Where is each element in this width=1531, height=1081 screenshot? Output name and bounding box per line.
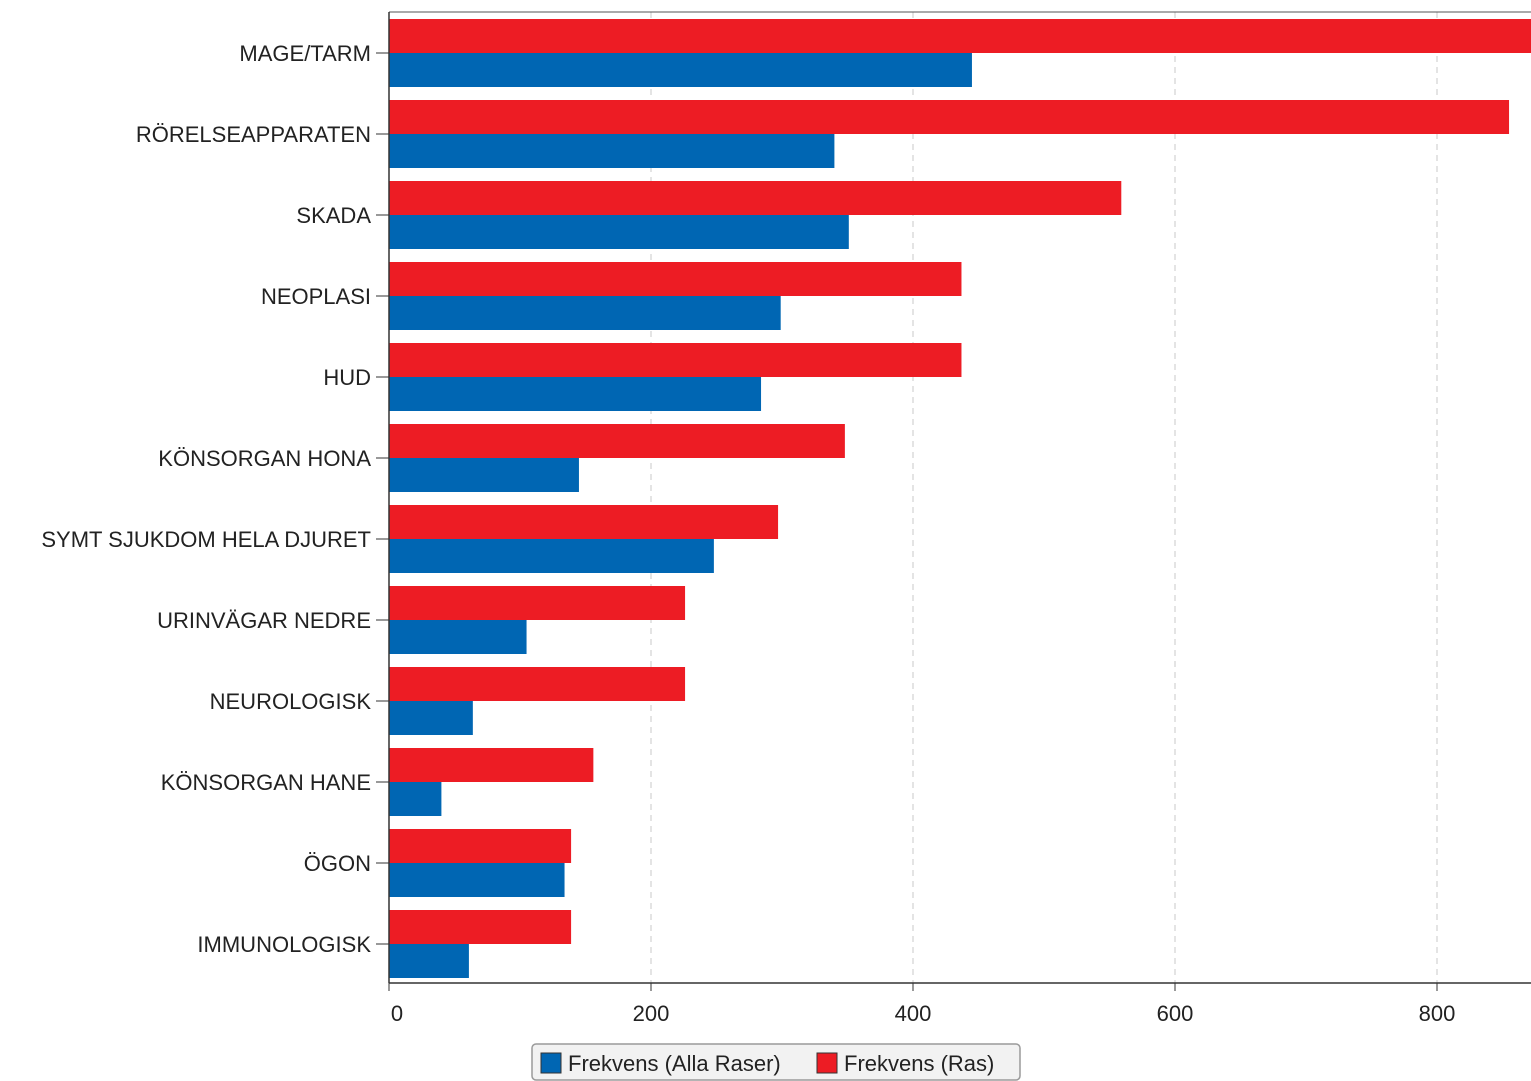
bar-ras: [389, 19, 1531, 53]
bar-alla-raser: [389, 296, 781, 330]
bar-alla-raser: [389, 53, 972, 87]
bar-ras: [389, 910, 572, 944]
legend-swatch-alla-raser: [540, 1052, 562, 1074]
legend-label-ras: Frekvens (Ras): [844, 1051, 994, 1076]
legend-box: [531, 1043, 1021, 1081]
legend: Frekvens (Alla Raser) Frekvens (Ras): [531, 1043, 1021, 1081]
axes: [376, 11, 1531, 991]
bar-ras: [389, 181, 1122, 215]
bars: [389, 19, 1531, 978]
bar-alla-raser: [389, 215, 849, 249]
category-label: MAGE/TARM: [239, 41, 371, 66]
bar-alla-raser: [389, 620, 527, 654]
bar-alla-raser: [389, 944, 469, 978]
bar-ras: [389, 262, 962, 296]
category-label: ÖGON: [304, 851, 371, 876]
bar-alla-raser: [389, 377, 762, 411]
bar-ras: [389, 829, 572, 863]
category-label: KÖNSORGAN HONA: [158, 446, 371, 471]
bar-alla-raser: [389, 539, 714, 573]
category-labels: MAGE/TARM RÖRELSEAPPARATEN SKADA NEOPLASI HU…: [41, 41, 371, 957]
bar-alla-raser: [389, 863, 565, 897]
bar-ras: [389, 667, 686, 701]
bar-alla-raser: [389, 134, 835, 168]
x-tick-label: 200: [633, 1001, 670, 1026]
category-label: IMMUNOLOGISK: [197, 932, 371, 957]
legend-label-alla-raser: Frekvens (Alla Raser): [568, 1051, 781, 1076]
category-label: NEOPLASI: [261, 284, 371, 309]
bar-alla-raser: [389, 458, 579, 492]
x-tick-label: 600: [1157, 1001, 1194, 1026]
category-label: HUD: [323, 365, 371, 390]
bar-ras: [389, 586, 686, 620]
bar-ras: [389, 343, 962, 377]
bar-alla-raser: [389, 782, 442, 816]
category-label: NEUROLOGISK: [210, 689, 372, 714]
category-label: SYMT SJUKDOM HELA DJURET: [41, 527, 371, 552]
category-label: RÖRELSEAPPARATEN: [136, 122, 371, 147]
bar-ras: [389, 748, 594, 782]
grid-lines: [650, 12, 1438, 983]
x-tick-label: 400: [895, 1001, 932, 1026]
category-label: SKADA: [296, 203, 371, 228]
x-tick-label: 800: [1419, 1001, 1456, 1026]
bar-alla-raser: [389, 701, 473, 735]
category-label: URINVÄGAR NEDRE: [157, 608, 371, 633]
bar-ras: [389, 424, 845, 458]
category-label: KÖNSORGAN HANE: [161, 770, 371, 795]
bar-ras: [389, 505, 779, 539]
legend-swatch-ras: [816, 1052, 838, 1074]
bar-ras: [389, 100, 1510, 134]
x-tick-label: 0: [391, 1001, 403, 1026]
x-tick-labels: 0 200 400 600 800: [391, 1001, 1455, 1026]
